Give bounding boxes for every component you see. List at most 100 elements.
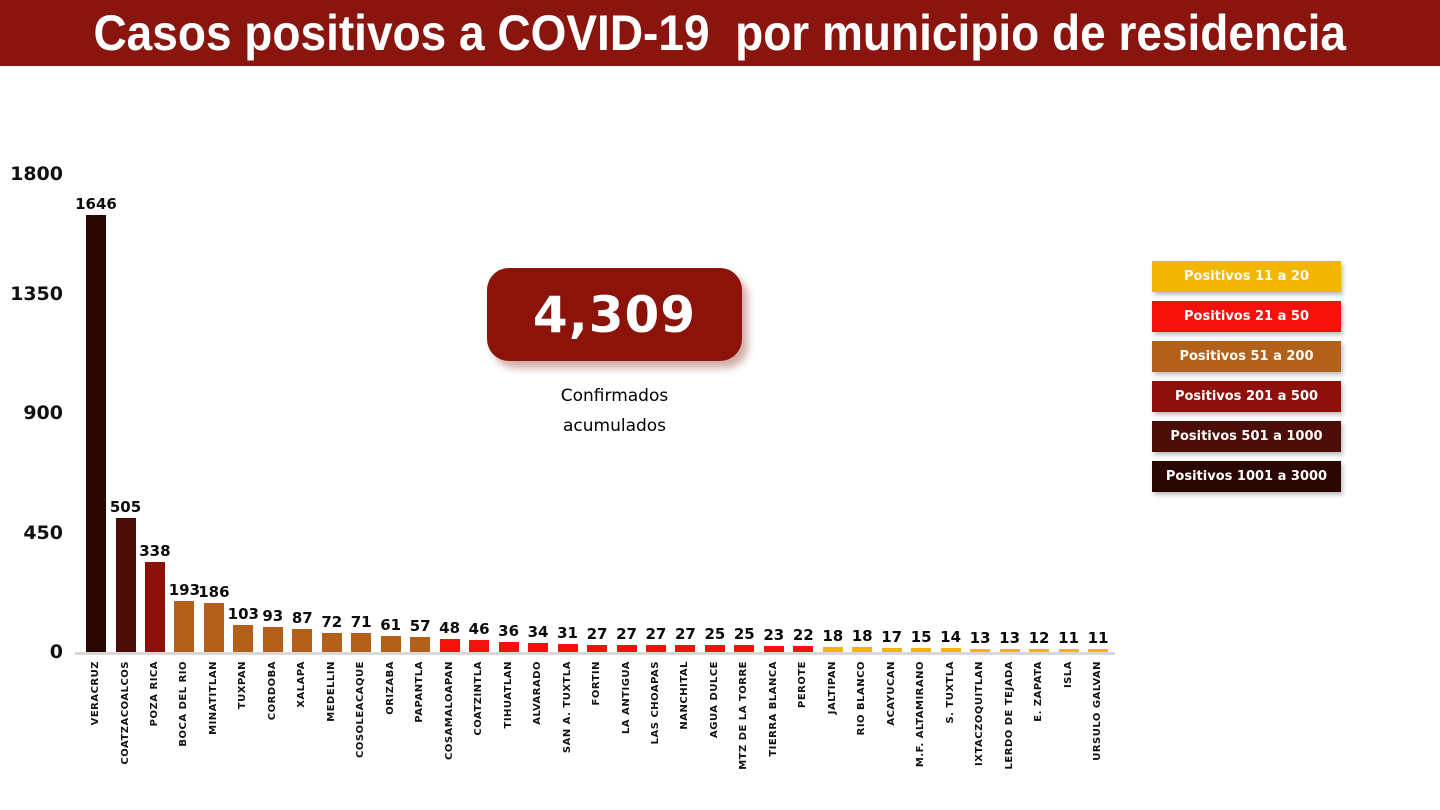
- bar-value-label: 13: [999, 628, 1021, 647]
- bar-x-label: COSAMALOAPAN: [443, 661, 455, 760]
- bar: [852, 647, 873, 652]
- bar-x-label: SAN A. TUXTLA: [561, 661, 573, 754]
- bar-value-label: 17: [881, 627, 903, 646]
- bar-x-label: CORDOBA: [266, 661, 278, 721]
- bar-value-label: 15: [910, 628, 932, 646]
- bar-value-label: 103: [227, 604, 259, 623]
- title-bar: Casos positivos a COVID-19 por municipio…: [0, 0, 1440, 66]
- bar-x-label: S. TUXTLA: [944, 661, 956, 724]
- y-tick-label: 450: [23, 521, 63, 544]
- bar-value-label: 87: [291, 608, 313, 627]
- bar-value-label: 36: [498, 622, 520, 641]
- bar-x-label: M.F. ALTAMIRANO: [915, 661, 927, 768]
- bar-x-label: TIHUATLAN: [502, 661, 514, 729]
- y-tick-label: 0: [49, 641, 63, 663]
- bar: [999, 648, 1020, 652]
- bar-x-label: XALAPA: [296, 661, 308, 708]
- y-tick-label: 900: [23, 402, 63, 424]
- bar: [587, 644, 607, 652]
- bar-x-label: VERACRUZ: [90, 661, 101, 726]
- bar: [645, 644, 666, 652]
- bar-value-label: 14: [940, 628, 962, 647]
- bar-value-label: 71: [350, 613, 372, 632]
- bar-x-label: LERDO DE TEJADA: [1003, 661, 1015, 770]
- bar: [203, 602, 224, 652]
- bar-value-label: 25: [704, 625, 726, 644]
- bar: [380, 635, 401, 652]
- bar-value-label: 46: [468, 619, 490, 638]
- bar: [793, 646, 814, 652]
- bar-value-label: 13: [969, 628, 991, 647]
- bar-x-label: TUXPAN: [237, 661, 249, 710]
- legend: Positivos 11 a 20 Positivos 21 a 50 Positi…: [1152, 261, 1341, 501]
- bar: [704, 645, 725, 652]
- bar-value-label: 23: [763, 625, 785, 644]
- bar-value-label: 11: [1087, 629, 1109, 647]
- bar-value-label: 27: [586, 624, 608, 643]
- bar-value-label: 18: [822, 627, 844, 646]
- bar-x-label: COATZACOALCOS: [119, 661, 131, 765]
- bar-x-label: MTZ DE LA TORRE: [738, 661, 750, 770]
- bar-value-label: 25: [733, 625, 755, 644]
- bar-value-label: 18: [851, 627, 873, 646]
- bar: [881, 647, 902, 652]
- bar-x-label: MEDELLIN: [325, 661, 337, 722]
- bar-x-label: ALVARADO: [532, 661, 543, 725]
- bar-value-label: 48: [439, 619, 461, 638]
- bar-x-label: IXTACZOQUITLAN: [974, 661, 986, 766]
- bar-x-label: JALTIPAN: [826, 661, 838, 715]
- legend-item: Positivos 501 a 1000: [1152, 421, 1341, 452]
- bar-value-label: 27: [674, 624, 696, 643]
- legend-item: Positivos 1001 a 3000: [1152, 461, 1341, 492]
- bar-value-label: 11: [1058, 629, 1079, 647]
- bar-value-label: 1646: [75, 194, 117, 213]
- bar: [675, 644, 696, 652]
- legend-item: Positivos 201 a 500: [1152, 381, 1341, 412]
- bar: [86, 214, 106, 652]
- legend-item: Positivos 51 a 200: [1152, 341, 1341, 372]
- bar-x-label: ACAYUCAN: [885, 661, 897, 726]
- bar-x-label: NANCHITAL: [679, 661, 691, 730]
- caption-line-1: Confirmados: [560, 386, 669, 406]
- y-tick-label: 1350: [10, 282, 63, 305]
- bar: [469, 639, 490, 652]
- bar-value-label: 27: [616, 624, 637, 643]
- bar: [970, 648, 991, 652]
- bar-value-label: 186: [198, 582, 230, 601]
- bar: [822, 647, 843, 652]
- bar-x-label: URSULO GALVAN: [1092, 661, 1103, 761]
- bar-value-label: 93: [262, 607, 284, 626]
- bar-x-label: LA ANTIGUA: [620, 661, 632, 735]
- caption-line-2: acumulados: [562, 416, 667, 436]
- bar: [616, 644, 637, 652]
- bar-value-label: 505: [109, 497, 142, 516]
- bar-x-label: COATZINTLA: [473, 661, 485, 736]
- bar: [321, 632, 342, 652]
- bar: [1058, 649, 1079, 652]
- bar-x-label: PAPANTLA: [414, 661, 426, 723]
- x-axis-line: [75, 652, 1115, 655]
- bar-value-label: 34: [527, 623, 549, 641]
- total-confirmed-value: 4,309: [532, 285, 697, 344]
- bar-value-label: 193: [168, 580, 201, 599]
- bar: [439, 639, 460, 652]
- bar: [1029, 648, 1049, 652]
- bar: [115, 517, 136, 652]
- page-title: Casos positivos a COVID-19 por municipio…: [93, 5, 1347, 61]
- bar-x-label: ORIZABA: [384, 661, 396, 715]
- bar: [1088, 649, 1108, 652]
- bar: [498, 642, 519, 652]
- bar-x-label: LAS CHOAPAS: [649, 661, 661, 745]
- bar-value-label: 57: [409, 616, 431, 635]
- legend-item: Positivos 11 a 20: [1152, 261, 1341, 292]
- bar: [174, 600, 195, 652]
- bar-value-label: 338: [139, 542, 171, 561]
- bar: [262, 627, 283, 652]
- total-confirmed-caption: Confirmados acumulados: [492, 381, 737, 441]
- bar: [557, 643, 578, 652]
- bar-x-label: COSOLEACAQUE: [355, 661, 367, 759]
- bar: [734, 645, 755, 652]
- bar-value-label: 27: [645, 624, 667, 643]
- legend-item: Positivos 21 a 50: [1152, 301, 1341, 332]
